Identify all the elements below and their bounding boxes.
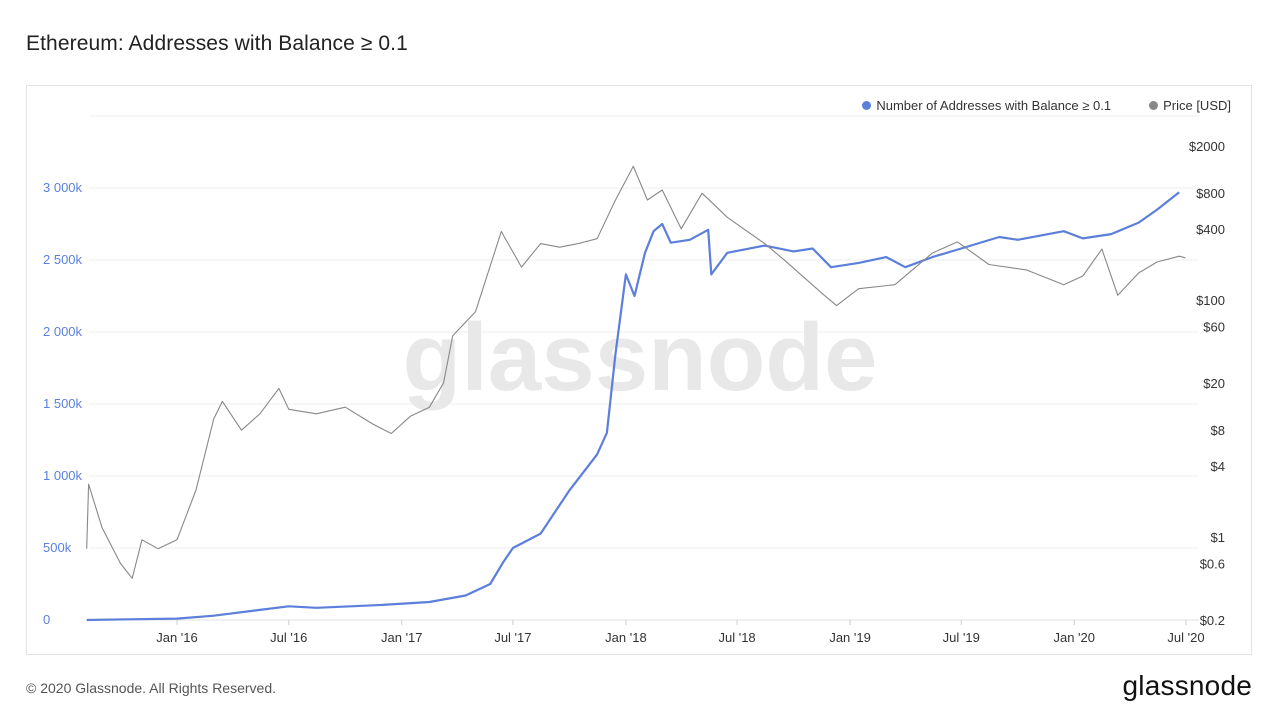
- x-tick-label: Jan '16: [156, 630, 198, 645]
- x-tick-label: Jul '19: [943, 630, 980, 645]
- lines-layer: [86, 165, 1186, 622]
- x-tick-label: Jul '18: [718, 630, 755, 645]
- chart-frame: glassnode 0 500k 1 000k 1 500k 2 000k 2 500k 3…: [26, 85, 1252, 655]
- x-tick-label: Jul '16: [270, 630, 307, 645]
- legend-label-price: Price [USD]: [1163, 98, 1231, 113]
- right-axis: $0.2 $0.6 $1 $4 $8 $20 $60 $100 $400 $800 $2000: [1189, 139, 1225, 628]
- chart-svg: glassnode 0 500k 1 000k 1 500k 2 000k 2 500k 3…: [43, 115, 1225, 645]
- right-tick-label: $400: [1196, 222, 1225, 237]
- right-tick-label: $4: [1211, 459, 1225, 474]
- right-tick-label: $60: [1203, 319, 1225, 334]
- x-tick-label: Jul '17: [494, 630, 531, 645]
- series-line-price: [86, 165, 1186, 579]
- right-tick-label: $20: [1203, 376, 1225, 391]
- legend-label-addresses: Number of Addresses with Balance ≥ 0.1: [876, 98, 1112, 113]
- legend-item-price[interactable]: Price [USD]: [1149, 98, 1231, 113]
- legend-dot-price: [1149, 101, 1159, 110]
- left-tick-label: 3 000k: [43, 180, 83, 195]
- legend-dot-addresses: [862, 101, 872, 110]
- footer-logo[interactable]: glassnode: [1122, 670, 1252, 701]
- right-tick-label: $8: [1211, 423, 1225, 438]
- x-tick-label: Jul '20: [1167, 630, 1204, 645]
- x-tick-label: Jan '19: [829, 630, 871, 645]
- right-tick-label: $2000: [1189, 139, 1225, 154]
- series-line-addresses: [86, 191, 1180, 622]
- footer-copyright: © 2020 Glassnode. All Rights Reserved.: [26, 680, 277, 696]
- watermark-text: glassnode: [403, 304, 878, 411]
- left-tick-label: 1 500k: [43, 396, 83, 411]
- page-title: Ethereum: Addresses with Balance ≥ 0.1: [26, 32, 408, 55]
- left-axis: 0 500k 1 000k 1 500k 2 000k 2 500k 3 000k: [43, 180, 83, 627]
- left-tick-label: 500k: [43, 540, 72, 555]
- left-tick-label: 2 000k: [43, 324, 83, 339]
- right-tick-label: $0.2: [1200, 613, 1225, 628]
- x-axis: Jan '16 Jul '16 Jan '17 Jul '17 Jan '18 Jul '…: [89, 619, 1205, 645]
- x-tick-label: Jan '17: [381, 630, 423, 645]
- right-tick-label: $0.6: [1200, 556, 1225, 571]
- right-tick-label: $100: [1196, 293, 1225, 308]
- right-tick-label: $1: [1211, 530, 1225, 545]
- x-tick-label: Jan '18: [605, 630, 647, 645]
- left-tick-label: 1 000k: [43, 468, 83, 483]
- x-tick-label: Jan '20: [1053, 630, 1095, 645]
- legend-item-addresses[interactable]: Number of Addresses with Balance ≥ 0.1: [862, 98, 1111, 113]
- left-tick-label: 0: [43, 612, 50, 627]
- left-tick-label: 2 500k: [43, 252, 83, 267]
- legend: Number of Addresses with Balance ≥ 0.1 P…: [862, 98, 1231, 113]
- right-tick-label: $800: [1196, 186, 1225, 201]
